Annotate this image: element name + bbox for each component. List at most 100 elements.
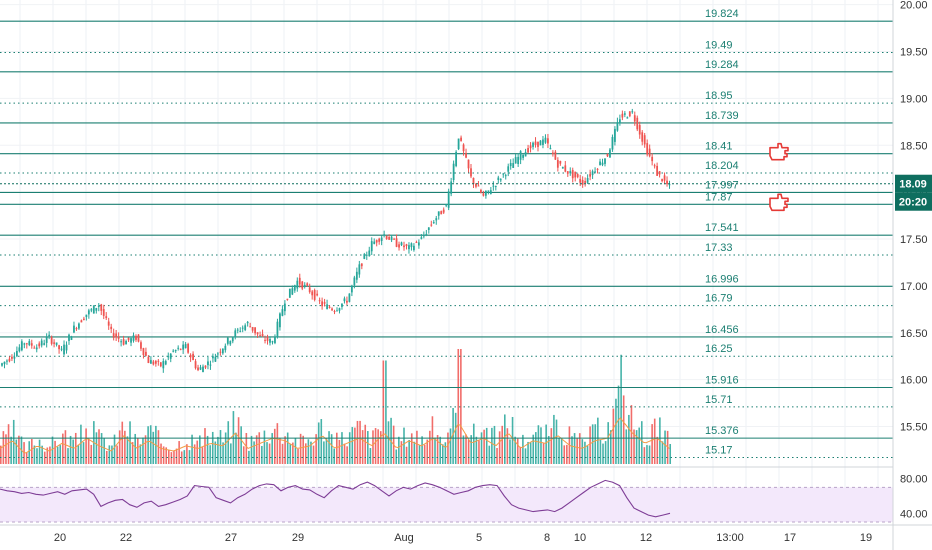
volume-bar: [224, 432, 227, 464]
volume-bar: [578, 433, 581, 464]
volume-bar: [651, 424, 653, 464]
candle-body: [413, 245, 415, 251]
candle-body: [95, 307, 98, 311]
candle-body: [224, 345, 227, 351]
volume-bar: [436, 435, 439, 464]
candle-body: [234, 330, 237, 337]
time-axis[interactable]: 20 22 27 29 Aug 5 8 10 12 13:00 17 19: [0, 524, 932, 544]
candle-body: [380, 237, 383, 241]
volume-bar: [312, 445, 315, 464]
candle-body: [537, 141, 539, 147]
volume-bar: [0, 445, 2, 464]
volume-bar: [186, 444, 188, 464]
volume-bar: [242, 446, 245, 464]
level-label: 17.541: [705, 222, 739, 234]
candle-body: [621, 113, 624, 118]
volume-bar: [46, 447, 49, 464]
candle-body: [457, 138, 460, 150]
rsi-band: [0, 487, 893, 522]
candle-body: [199, 367, 202, 370]
candle-body: [162, 361, 165, 369]
level-label: 16.996: [705, 273, 739, 285]
candle-body: [554, 151, 557, 160]
volume-bar: [661, 441, 664, 464]
candle-body: [105, 316, 108, 319]
candle-body: [422, 235, 425, 237]
volume-bar: [41, 445, 43, 464]
time-tick: 8: [544, 532, 550, 544]
candle-body: [115, 333, 118, 338]
candle-body: [472, 177, 475, 184]
candle-body: [346, 300, 348, 303]
candle-body: [25, 343, 28, 345]
candle-body: [579, 178, 582, 183]
candle-body: [462, 144, 465, 152]
candle-body: [539, 140, 542, 146]
volume-bar: [268, 443, 271, 464]
volume-bar: [299, 433, 302, 464]
candle-body: [370, 241, 373, 252]
candle-body: [110, 326, 113, 330]
candle-body: [569, 171, 572, 174]
volume-bar: [514, 436, 516, 464]
level-label: 16.79: [705, 293, 733, 305]
volume-bar: [351, 427, 354, 464]
volume-bar: [281, 443, 284, 464]
volume-bar: [418, 444, 421, 464]
level-label: 15.71: [705, 394, 733, 406]
volume-bar: [470, 435, 472, 464]
candle-body: [261, 333, 264, 337]
volume-bar: [628, 414, 630, 464]
candle-body: [254, 327, 257, 334]
volume-bar: [622, 395, 625, 464]
rsi-tick: 40.00: [900, 508, 928, 520]
volume-bar: [173, 450, 175, 464]
volume-bar: [429, 430, 431, 464]
candle-body: [494, 186, 497, 188]
time-tick: 17: [784, 532, 796, 544]
candle-body: [442, 209, 445, 213]
volume-bar: [359, 420, 361, 464]
candle-body: [589, 174, 592, 177]
candle-body: [509, 162, 512, 167]
volume-bar: [367, 431, 369, 464]
volume-bar: [591, 424, 594, 464]
volume-bar: [263, 430, 266, 464]
candle-body: [145, 351, 147, 356]
candle-body: [467, 159, 470, 169]
candle-body: [668, 184, 671, 186]
candle-body: [641, 132, 644, 142]
candle-body: [187, 343, 190, 353]
volume-bar: [480, 432, 483, 464]
volume-bar: [51, 436, 54, 464]
candle-body: [45, 337, 48, 343]
volume-bar: [460, 349, 462, 464]
volume-bar: [615, 398, 617, 464]
volume-bar: [31, 438, 33, 464]
candle-body: [246, 321, 249, 324]
volume-bar: [261, 445, 263, 464]
rsi-panel: 80.00 40.00: [0, 466, 928, 523]
candle-body: [599, 161, 601, 166]
candle-body: [152, 361, 155, 365]
candle-body: [571, 169, 574, 179]
candle-body: [460, 137, 462, 141]
volume-bar: [379, 431, 382, 464]
candle-body: [338, 308, 341, 311]
volume-bars: [0, 349, 672, 464]
volume-bar: [553, 414, 555, 464]
candle-body: [283, 303, 286, 312]
volume-bar: [136, 438, 139, 464]
candle-body: [236, 329, 239, 331]
candle-body: [244, 325, 247, 331]
volume-bar: [160, 443, 162, 464]
volume-bar: [475, 436, 478, 464]
volume-bar: [576, 438, 578, 464]
volume-bar: [328, 431, 330, 464]
volume-bar: [222, 442, 224, 464]
candle-body: [137, 334, 140, 342]
candle-body: [564, 165, 567, 172]
volume-bar: [444, 442, 447, 464]
candle-body: [13, 356, 16, 359]
